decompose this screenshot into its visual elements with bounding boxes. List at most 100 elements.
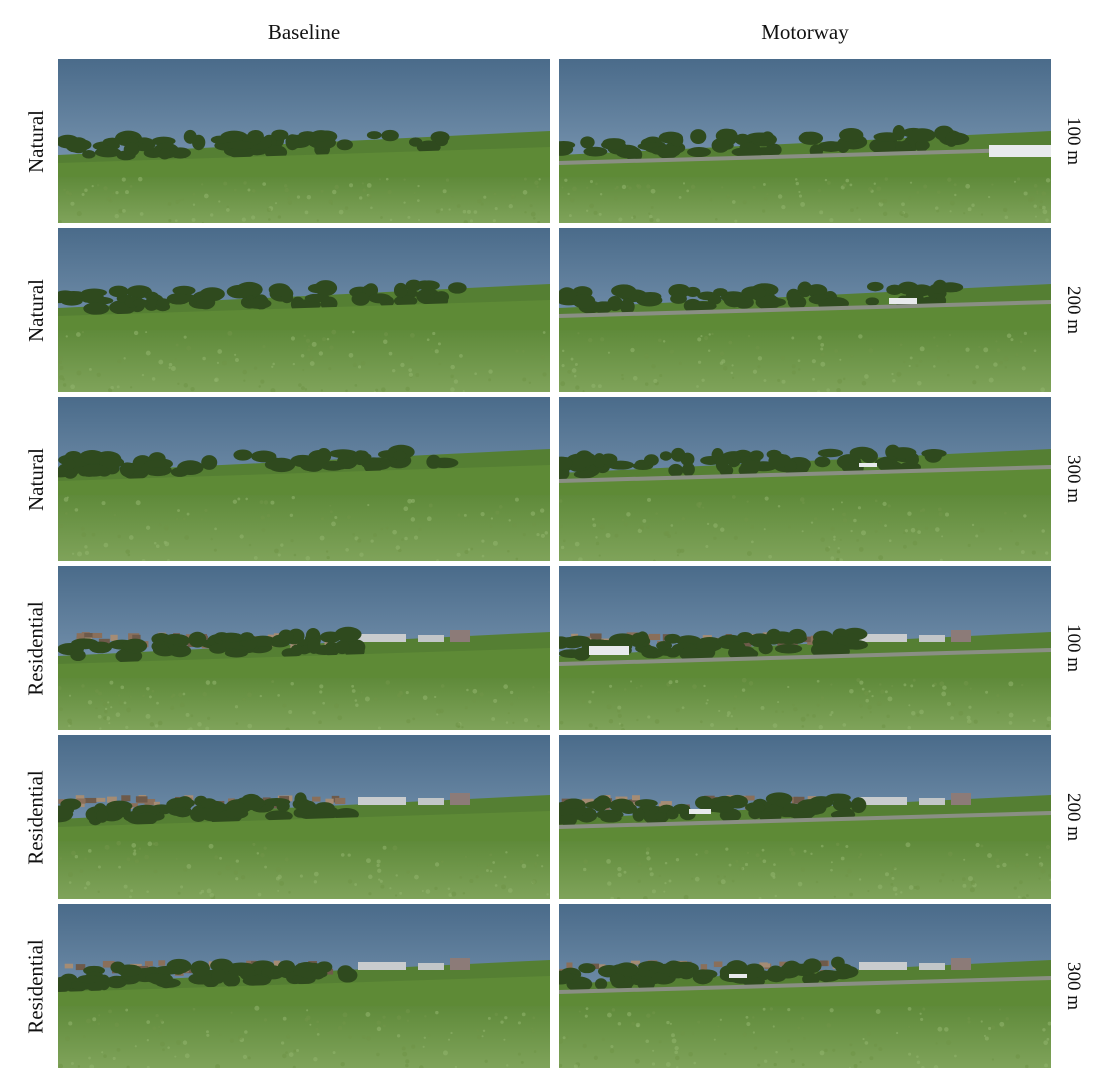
grass-texture [726,194,730,199]
grass-texture [464,706,468,710]
tree [659,451,672,461]
grass-texture [966,715,971,720]
grass-texture [559,499,563,503]
grass-texture [493,192,497,196]
grass-texture [649,872,654,877]
grass-texture [649,214,653,219]
tree [190,807,207,822]
grass-texture [819,210,824,215]
grass-texture [483,195,487,199]
grass-texture [582,390,585,392]
grass-texture [735,727,739,730]
grass-texture [145,713,151,719]
grass-texture [865,698,869,703]
grass-texture [696,502,702,508]
tree [227,140,254,150]
tree [812,630,834,644]
grass-texture [81,532,87,537]
grass-texture [610,896,614,899]
grass-texture [304,388,308,391]
grass-texture [266,513,271,518]
grass-texture [262,182,267,186]
grass-texture [540,865,544,868]
grass-texture [861,380,867,386]
grass-texture [76,370,82,376]
distance-label-row-1: 100 m [1063,116,1084,166]
scene-image [58,59,550,223]
grass-texture [565,1035,569,1039]
grass-texture [570,357,574,361]
grass-texture [674,1050,679,1055]
grass-texture [519,859,524,864]
tree [634,799,658,808]
grass-texture [325,550,329,553]
grass-texture [86,1018,92,1024]
grass-texture [790,1047,794,1051]
grass-texture [256,852,260,855]
grass-texture [70,201,75,206]
grass-texture [892,886,898,892]
column-header-baseline: Baseline [267,20,341,44]
house [107,796,117,803]
grass-texture [63,188,66,191]
tree [580,136,595,149]
grass-texture [1033,349,1037,352]
grass-texture [985,690,989,694]
grass-texture [522,377,527,382]
grass-texture [393,353,397,356]
grass-texture [84,857,87,861]
grass-texture [606,704,612,710]
grass-texture [357,194,360,198]
grass-texture [532,522,536,527]
grass-texture [141,373,145,377]
grass-texture [434,886,438,891]
grass-texture [125,1008,129,1012]
grass-texture [320,389,323,392]
tree [671,133,684,148]
grass-texture [360,691,363,694]
grass-texture [820,352,825,357]
grass-texture [724,1052,727,1056]
grass-texture [703,684,706,688]
grass-texture [919,709,924,715]
tree [908,128,936,143]
grass-texture [850,529,853,533]
grass-texture [734,219,738,223]
panel-natural-300m-motorway [559,397,1051,561]
grass-texture [405,1059,410,1064]
grass-texture [996,864,1000,869]
grass-texture [532,216,536,220]
grass-texture [787,685,790,689]
grass-texture [139,212,144,216]
grass-texture [958,710,964,716]
grass-texture [486,865,491,870]
grass-texture [904,529,908,533]
grass-texture [1045,218,1049,222]
grass-texture [588,700,592,704]
grass-texture [521,863,527,869]
grass-texture [412,717,416,721]
grass-texture [272,362,275,366]
grass-texture [427,1033,431,1037]
grass-texture [292,1065,296,1068]
grass-texture [1043,1040,1048,1045]
grass-texture [99,727,102,730]
grass-texture [682,182,686,185]
grass-texture [1041,529,1045,533]
grass-texture [431,348,434,351]
grass-texture [873,1043,878,1047]
grass-texture [366,1036,371,1041]
grass-texture [298,383,302,387]
grass-texture [340,853,345,857]
warehouse [859,797,907,805]
grass-texture [858,218,861,221]
grass-texture [728,863,732,867]
grass-texture [181,198,184,202]
grass-texture [104,707,108,711]
grass-texture [164,541,170,547]
grass-texture [995,858,1000,863]
grass-texture [489,870,493,873]
grass-texture [288,891,291,894]
grass-texture [723,366,728,371]
grass-texture [116,840,122,846]
